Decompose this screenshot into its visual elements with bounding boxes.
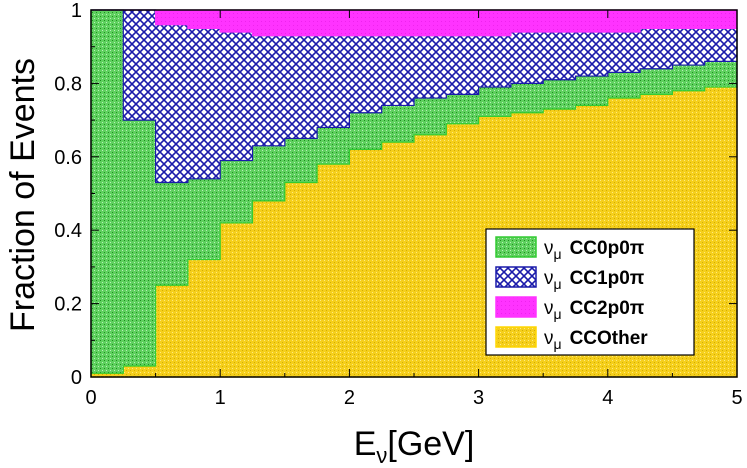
legend-label: νμ CC2p0π (544, 298, 645, 322)
legend-swatch-cc1p0pi (495, 266, 537, 288)
legend-label-mu: μ (554, 336, 562, 352)
y-tick-label: 1 (71, 0, 82, 22)
legend-label-main: CCOther (570, 328, 649, 349)
legend-label-main: CC1p0π (570, 268, 645, 289)
legend-label-main: CC0p0π (570, 238, 645, 259)
x-tick-label: 2 (344, 387, 355, 409)
legend-label: νμ CC0p0π (544, 238, 645, 262)
x-axis-title-main: E (354, 425, 377, 463)
axis-ticks: 0 1 2 3 4 5 0 0.2 0.4 0.6 0.8 1 (54, 0, 742, 409)
legend-label: νμ CC1p0π (544, 268, 645, 292)
x-axis-title-unit: [GeV] (387, 425, 474, 463)
legend-label-mu: μ (554, 276, 562, 292)
legend-swatch-cc2p0pi (495, 296, 537, 318)
legend-label-nu: ν (544, 328, 554, 349)
x-tick-label: 5 (731, 387, 742, 409)
y-tick-label: 0 (71, 367, 82, 389)
legend-label-nu: ν (544, 298, 554, 319)
x-tick-label: 4 (602, 387, 613, 409)
legend-swatch-ccother (495, 326, 537, 348)
y-tick-label: 0.4 (54, 220, 82, 242)
y-tick-label: 0.8 (54, 73, 82, 95)
legend-label-main: CC2p0π (570, 298, 645, 319)
legend-label: νμ CCOther (544, 328, 648, 352)
legend-label-mu: μ (554, 306, 562, 322)
x-axis-title: Eν[GeV] (354, 425, 475, 468)
y-axis-title: Fraction of Events (4, 58, 42, 332)
x-axis-title-sub: ν (376, 443, 387, 468)
x-tick-label: 0 (85, 387, 96, 409)
y-tick-label: 0.2 (54, 294, 82, 316)
legend-label-nu: ν (544, 238, 554, 259)
x-tick-label: 1 (215, 387, 226, 409)
x-tick-label: 3 (473, 387, 484, 409)
legend-label-mu: μ (554, 246, 562, 262)
legend-swatch-cc0p0pi (495, 236, 537, 258)
legend-label-nu: ν (544, 268, 554, 289)
y-tick-label: 0.6 (54, 147, 82, 169)
